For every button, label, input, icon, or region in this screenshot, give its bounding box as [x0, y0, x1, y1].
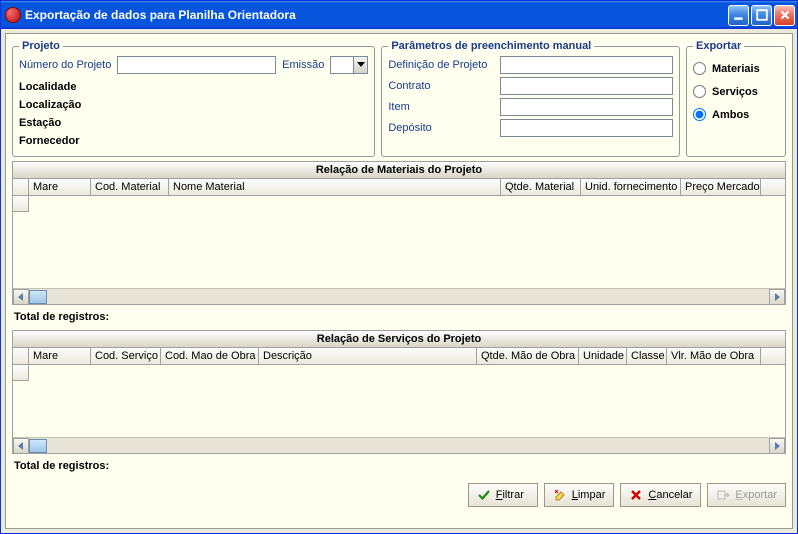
col-descricao[interactable]: Descrição: [259, 348, 477, 364]
item-input[interactable]: [500, 98, 673, 116]
numero-projeto-input[interactable]: [117, 56, 276, 74]
servicos-grid-header: Mare Cod. Serviço Cod. Mao de Obra Descr…: [13, 348, 785, 365]
col-classe[interactable]: Classe: [627, 348, 667, 364]
emissao-combo[interactable]: [330, 56, 368, 74]
parametros-fieldset: Parâmetros de preenchimento manual Defin…: [381, 40, 680, 157]
fornecedor-label: Fornecedor: [19, 132, 368, 150]
titlebar[interactable]: Exportação de dados para Planilha Orient…: [1, 1, 797, 29]
scroll-right-icon[interactable]: [769, 438, 785, 454]
row-selector-header[interactable]: [13, 179, 29, 195]
window-body: Projeto Número do Projeto Emissão Locali…: [5, 33, 793, 529]
cancel-icon: [629, 488, 643, 502]
servicos-hscroll[interactable]: [13, 437, 785, 453]
radio-ambos[interactable]: Ambos: [693, 102, 779, 125]
minimize-button[interactable]: [728, 5, 749, 26]
eraser-icon: [553, 488, 567, 502]
exportar-fieldset: Exportar Materiais Serviços Ambos: [686, 40, 786, 157]
scroll-right-icon[interactable]: [769, 289, 785, 305]
filtrar-button[interactable]: FFiltrariltrar: [468, 483, 538, 507]
col-cod-material[interactable]: Cod. Material: [91, 179, 169, 195]
radio-servicos-input[interactable]: [693, 85, 706, 98]
exportar-button: Exportar: [707, 483, 786, 507]
numero-projeto-label: Número do Projeto: [19, 59, 111, 71]
exportar-legend: Exportar: [693, 40, 744, 52]
radio-ambos-input[interactable]: [693, 108, 706, 121]
scroll-thumb[interactable]: [29, 439, 47, 453]
cancelar-button[interactable]: Cancelar: [620, 483, 701, 507]
col-cod-servico[interactable]: Cod. Serviço: [91, 348, 161, 364]
col-preco-mercado[interactable]: Preço Mercado: [681, 179, 761, 195]
radio-materiais[interactable]: Materiais: [693, 56, 779, 79]
col-vlr-mao-obra[interactable]: Vlr. Mão de Obra: [667, 348, 761, 364]
contrato-label: Contrato: [388, 80, 500, 92]
estacao-label: Estação: [19, 114, 368, 132]
scroll-left-icon[interactable]: [13, 438, 29, 454]
contrato-input[interactable]: [500, 77, 673, 95]
col-cod-mao-obra[interactable]: Cod. Mao de Obra: [161, 348, 259, 364]
deposito-input[interactable]: [500, 119, 673, 137]
maximize-button[interactable]: [751, 5, 772, 26]
app-icon: [5, 7, 21, 23]
servicos-grid-body[interactable]: [13, 365, 785, 437]
main-window: Exportação de dados para Planilha Orient…: [0, 0, 798, 534]
limpar-button[interactable]: Limpar: [544, 483, 615, 507]
localidade-label: Localidade: [19, 78, 368, 96]
projeto-legend: Projeto: [19, 40, 63, 52]
emissao-label: Emissão: [282, 59, 324, 71]
row-marker: [13, 365, 29, 381]
radio-materiais-input[interactable]: [693, 62, 706, 75]
projeto-fieldset: Projeto Número do Projeto Emissão Locali…: [12, 40, 375, 157]
scroll-left-icon[interactable]: [13, 289, 29, 305]
materiais-grid-header: Mare Cod. Material Nome Material Qtde. M…: [13, 179, 785, 196]
col-mare[interactable]: Mare: [29, 179, 91, 195]
parametros-legend: Parâmetros de preenchimento manual: [388, 40, 594, 52]
row-selector-header[interactable]: [13, 348, 29, 364]
button-bar: FFiltrariltrar Limpar Cancelar Exportar: [12, 479, 786, 507]
col-qtde-mao-obra[interactable]: Qtde. Mão de Obra: [477, 348, 579, 364]
close-button[interactable]: [774, 5, 795, 26]
item-label: Item: [388, 101, 500, 113]
col-unidade[interactable]: Unidade: [579, 348, 627, 364]
col-nome-material[interactable]: Nome Material: [169, 179, 501, 195]
materiais-grid-title: Relação de Materiais do Projeto: [13, 162, 785, 179]
radio-servicos[interactable]: Serviços: [693, 79, 779, 102]
localizacao-label: Localização: [19, 96, 368, 114]
scroll-thumb[interactable]: [29, 290, 47, 304]
materiais-grid: Relação de Materiais do Projeto Mare Cod…: [12, 161, 786, 305]
row-marker: [13, 196, 29, 212]
deposito-label: Depósito: [388, 122, 500, 134]
col-unid-fornecimento[interactable]: Unid. fornecimento: [581, 179, 681, 195]
definicao-input[interactable]: [500, 56, 673, 74]
check-icon: [477, 488, 491, 502]
materiais-total: Total de registros:: [12, 309, 786, 326]
window-title: Exportação de dados para Planilha Orient…: [25, 8, 728, 22]
col-qtde-material[interactable]: Qtde. Material: [501, 179, 581, 195]
servicos-grid: Relação de Serviços do Projeto Mare Cod.…: [12, 330, 786, 454]
servicos-total: Total de registros:: [12, 458, 786, 475]
col-mare[interactable]: Mare: [29, 348, 91, 364]
export-icon: [716, 488, 730, 502]
servicos-grid-title: Relação de Serviços do Projeto: [13, 331, 785, 348]
chevron-down-icon: [353, 57, 367, 73]
materiais-grid-body[interactable]: [13, 196, 785, 288]
materiais-hscroll[interactable]: [13, 288, 785, 304]
definicao-label: Definição de Projeto: [388, 59, 500, 71]
